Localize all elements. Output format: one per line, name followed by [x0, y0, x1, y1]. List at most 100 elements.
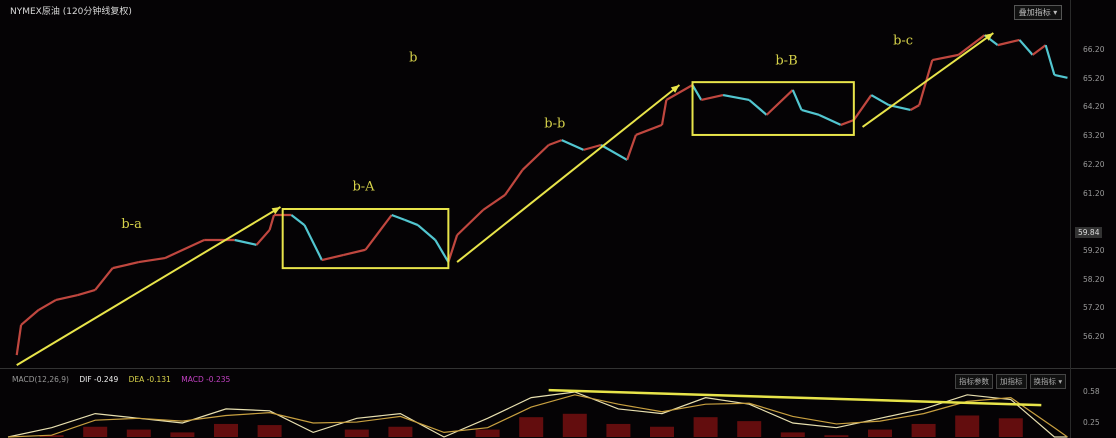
- indicator-params-button[interactable]: 指标参数: [955, 374, 993, 389]
- macd-histogram-bar: [780, 432, 805, 437]
- price-segment: [138, 256, 166, 264]
- price-segment: [290, 214, 306, 226]
- price-segment: [521, 144, 550, 171]
- switch-indicator-button[interactable]: 换指标 ▾: [1029, 374, 1067, 389]
- macd-buttons: 指标参数 加指标 换指标 ▾: [955, 374, 1067, 389]
- price-segment: [37, 299, 57, 311]
- macd-histogram-bar: [562, 413, 587, 437]
- price-tick: 63.20: [1083, 131, 1105, 141]
- price-segment: [801, 108, 820, 116]
- price-segment: [852, 94, 873, 121]
- price-segment: [404, 218, 419, 227]
- price-tick: 61.20: [1083, 188, 1105, 198]
- wave-label: b: [409, 50, 417, 65]
- price-segment: [164, 238, 205, 260]
- price-segment: [343, 248, 366, 256]
- wave-label: b-b: [544, 116, 565, 131]
- arrow-head: [271, 206, 281, 215]
- price-segment: [691, 84, 703, 101]
- price-tick: 56.20: [1083, 332, 1105, 341]
- price-segment: [482, 194, 506, 211]
- overlay-indicator-button[interactable]: 叠加指标 ▾: [1014, 5, 1062, 20]
- dea-value: DEA -0.131: [128, 375, 171, 384]
- price-segment: [268, 214, 276, 231]
- trend-arrow: [861, 32, 994, 128]
- macd-value: MACD -0.235: [181, 375, 231, 384]
- macd-histogram-bar: [519, 417, 544, 437]
- chart-title: NYMEX原油 (120分钟线复权): [10, 7, 132, 17]
- macd-histogram-bar: [126, 429, 151, 437]
- price-tick: 65.20: [1083, 73, 1105, 83]
- price-segment: [303, 224, 323, 261]
- consolidation-box: [691, 81, 855, 136]
- wave-label: b-a: [121, 217, 142, 232]
- price-tick: 66.20: [1083, 45, 1105, 54]
- price-segment: [1054, 73, 1068, 79]
- macd-histogram-bar: [737, 421, 762, 437]
- price-segment: [600, 144, 628, 161]
- price-segment: [321, 253, 344, 262]
- macd-histogram-bar: [650, 426, 674, 437]
- price-segment: [722, 93, 750, 102]
- price-segment: [932, 53, 959, 62]
- macd-tick: 0.25: [1083, 418, 1100, 427]
- price-segment: [748, 99, 768, 116]
- price-segment: [583, 143, 602, 151]
- macd-histogram-bar: [83, 426, 108, 437]
- wave-label: b-B: [775, 53, 797, 68]
- macd-histogram-bar: [606, 423, 631, 437]
- price-segment: [818, 113, 842, 126]
- price-segment: [1018, 39, 1034, 56]
- price-segment: [791, 89, 803, 111]
- price-segment: [997, 38, 1020, 47]
- price-segment: [1031, 44, 1047, 56]
- price-segment: [15, 324, 23, 356]
- wave-label: b-A: [352, 180, 375, 195]
- current-price-tag: 59.84: [1075, 226, 1103, 238]
- price-segment: [447, 234, 459, 263]
- price-segment: [456, 209, 485, 236]
- price-segment: [548, 139, 563, 147]
- price-segment: [840, 118, 855, 126]
- price-tick: 57.20: [1083, 303, 1105, 313]
- price-segment: [364, 214, 393, 251]
- price-segment: [112, 261, 140, 270]
- macd-histogram-bar: [214, 423, 238, 437]
- dea-line: [7, 394, 1068, 438]
- add-indicator-button[interactable]: 加指标: [996, 374, 1027, 389]
- macd-histogram-bar: [475, 429, 500, 437]
- price-segment: [660, 99, 668, 126]
- price-segment: [55, 294, 79, 302]
- arrow-head: [984, 33, 994, 41]
- panel-divider: [0, 368, 1116, 369]
- price-segment: [504, 169, 524, 196]
- macd-histogram-bar: [39, 435, 64, 437]
- price-segment: [561, 139, 584, 151]
- price-segment: [665, 84, 694, 101]
- price-segment: [20, 309, 40, 326]
- price-segment: [957, 34, 986, 56]
- macd-histogram-bar: [911, 423, 936, 437]
- price-tick: 58.20: [1083, 274, 1105, 284]
- macd-tick: 0.58: [1083, 387, 1100, 396]
- price-segment: [234, 238, 257, 246]
- price-segment: [626, 134, 637, 161]
- price-segment: [94, 267, 114, 291]
- macd-histogram-bar: [170, 432, 195, 437]
- trend-arrow: [16, 206, 282, 366]
- price-segment: [700, 93, 724, 102]
- price-segment: [870, 94, 890, 107]
- price-tick: 64.20: [1083, 102, 1105, 112]
- wave-label: b-c: [893, 33, 913, 48]
- macd-name: MACD(12,26,9): [12, 375, 69, 384]
- price-segment: [391, 213, 406, 221]
- macd-histogram-bar: [257, 425, 282, 437]
- macd-histogram-bar: [868, 429, 892, 437]
- consolidation-box: [281, 207, 450, 270]
- macd-histogram-bar: [388, 426, 413, 437]
- price-segment: [255, 229, 271, 246]
- price-segment: [417, 224, 436, 241]
- macd-histogram-bar: [693, 417, 718, 437]
- macd-histogram-bar: [344, 429, 369, 437]
